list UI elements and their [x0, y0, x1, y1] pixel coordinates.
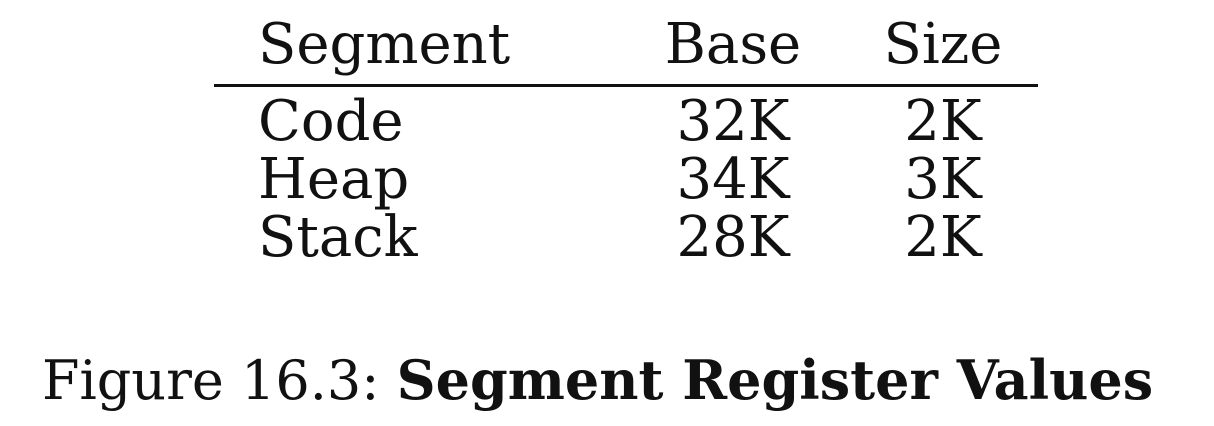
- cell-base: 32K: [676, 89, 790, 154]
- header-base: Base: [664, 12, 802, 77]
- cell-size: 2K: [904, 205, 982, 270]
- segment-register-table: Segment Base Size Code 32K 2K Heap 34K 3…: [214, 6, 1038, 267]
- cell-segment: Heap: [258, 147, 410, 212]
- cell-segment: Stack: [258, 205, 418, 270]
- table-header: Segment Base Size: [214, 6, 1038, 86]
- figure-caption-title: Segment Register Values: [396, 348, 1154, 412]
- figure-caption-label: Figure 16.3:: [42, 349, 380, 412]
- table-row: Stack 28K 2K: [214, 209, 1038, 267]
- table-row: Heap 34K 3K: [214, 151, 1038, 209]
- table-header-row: Segment Base Size: [214, 6, 1038, 86]
- cell-size: 2K: [904, 89, 982, 154]
- table-body: Code 32K 2K Heap 34K 3K Stack 28K 2K: [214, 86, 1038, 268]
- figure-caption: Figure 16.3: Segment Register Values: [42, 350, 1153, 411]
- cell-base: 34K: [676, 147, 790, 212]
- header-segment: Segment: [258, 12, 511, 77]
- cell-base: 28K: [676, 205, 790, 270]
- segment-register-table-container: Segment Base Size Code 32K 2K Heap 34K 3…: [214, 6, 1038, 267]
- header-size: Size: [883, 12, 1003, 77]
- cell-size: 3K: [904, 147, 982, 212]
- cell-segment: Code: [258, 89, 404, 154]
- table-row: Code 32K 2K: [214, 86, 1038, 152]
